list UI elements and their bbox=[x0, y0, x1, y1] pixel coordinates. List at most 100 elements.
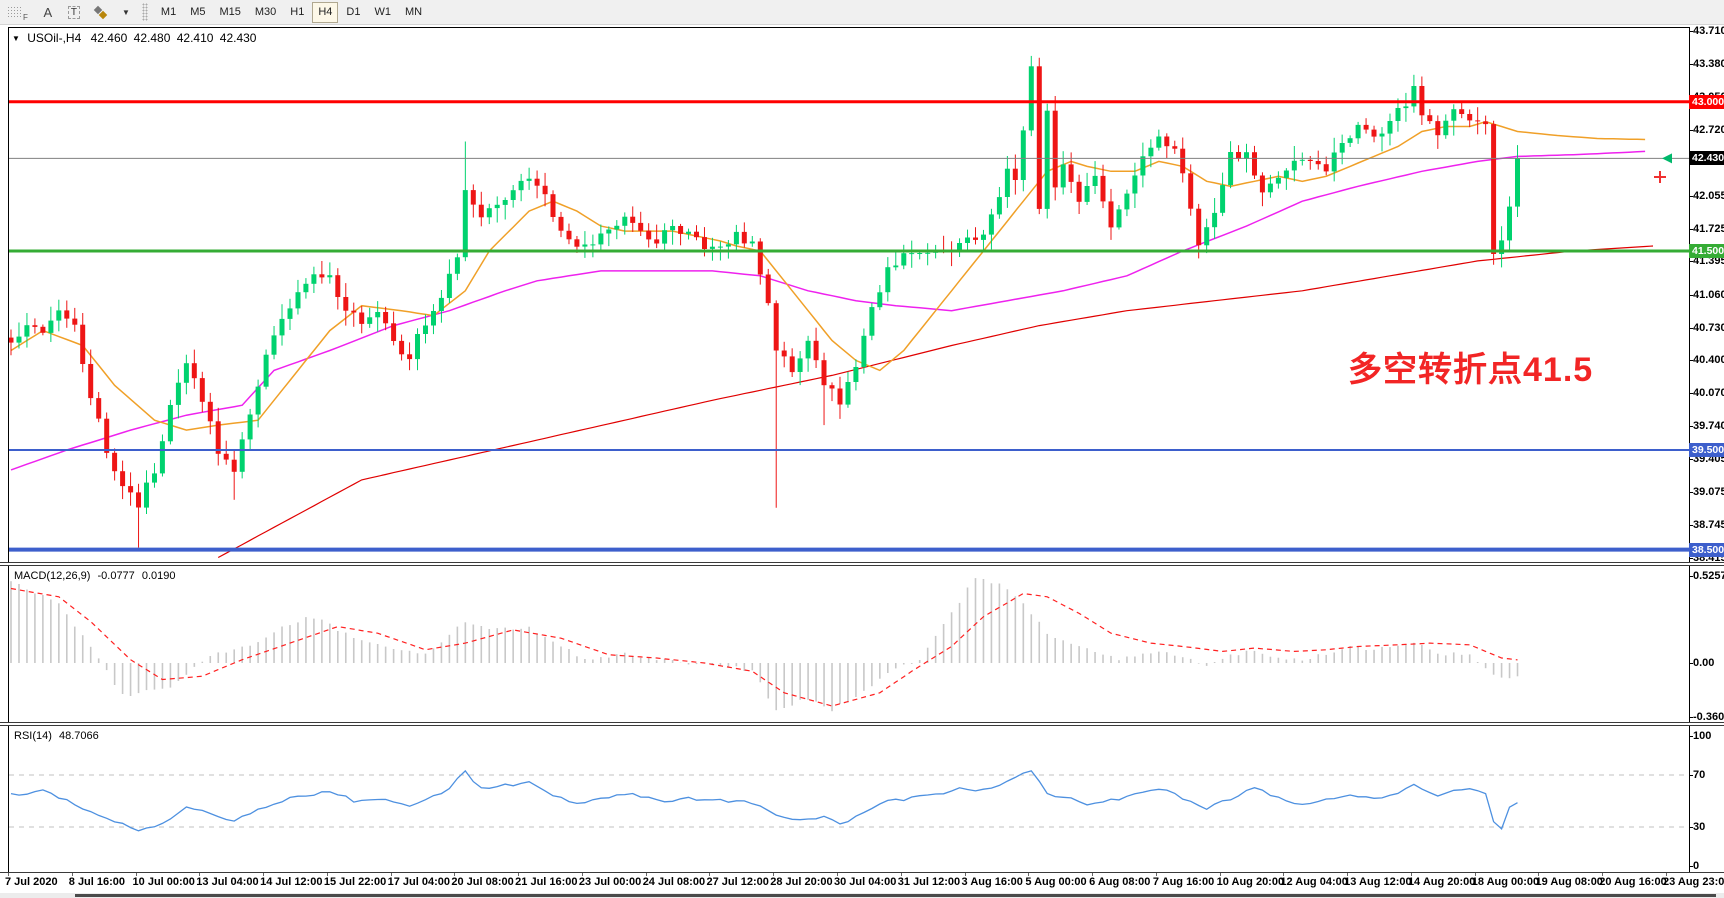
date-label: 12 Aug 04:00 bbox=[1280, 876, 1348, 888]
date-tick-mark bbox=[1347, 873, 1349, 876]
rsi-bottom-border bbox=[0, 872, 1724, 873]
timeframe-h1-button[interactable]: H1 bbox=[284, 2, 310, 23]
date-tick-mark bbox=[773, 873, 775, 876]
dotted-grid-icon bbox=[7, 5, 22, 19]
date-label: 13 Jul 04:00 bbox=[196, 876, 259, 888]
date-label: 6 Aug 08:00 bbox=[1089, 876, 1151, 888]
date-label: 14 Jul 12:00 bbox=[260, 876, 323, 888]
price-tick-label: 38.745 bbox=[1693, 519, 1724, 531]
horizontal-scrollbar-thumb[interactable] bbox=[75, 894, 1716, 897]
date-label: 7 Aug 16:00 bbox=[1152, 876, 1215, 888]
date-label: 20 Aug 16:00 bbox=[1599, 876, 1667, 888]
timeframe-m15-button[interactable]: M15 bbox=[213, 2, 246, 23]
price-badge-41.500: 41.500 bbox=[1689, 244, 1724, 258]
date-label: 10 Aug 20:00 bbox=[1216, 876, 1285, 888]
text-label-tool-button[interactable]: A bbox=[36, 2, 60, 23]
plot-left-border bbox=[8, 27, 9, 873]
timeframe-m1-button[interactable]: M1 bbox=[155, 2, 182, 23]
date-tick-mark bbox=[1410, 873, 1412, 876]
date-tick-mark bbox=[71, 873, 73, 876]
price-tick-mark bbox=[1689, 130, 1693, 131]
macd-indicator-label: MACD(12,26,9) -0.0777 0.0190 bbox=[14, 570, 176, 582]
macd-rsi-separator[interactable] bbox=[0, 722, 1724, 726]
macd-tick-label: -0.3603 bbox=[1693, 711, 1724, 723]
date-label: 8 Jul 16:00 bbox=[68, 876, 126, 888]
timeframe-h4-button[interactable]: H4 bbox=[312, 1, 339, 23]
rsi-value: 48.7066 bbox=[58, 730, 99, 742]
price-tick-mark bbox=[1689, 196, 1693, 197]
date-tick-mark bbox=[263, 873, 265, 876]
timeframe-mn-button[interactable]: MN bbox=[399, 2, 428, 23]
date-tick-mark bbox=[1028, 873, 1030, 876]
chart-grid-f-icon[interactable]: F bbox=[1, 2, 34, 23]
timeframe-w1-button[interactable]: W1 bbox=[368, 2, 397, 23]
macd-tick-mark bbox=[1689, 663, 1693, 664]
date-tick-mark bbox=[1283, 873, 1285, 876]
price-badge-42.430: 42.430 bbox=[1689, 151, 1724, 165]
timeframe-d1-button[interactable]: D1 bbox=[340, 2, 366, 23]
date-label: 20 Jul 08:00 bbox=[451, 876, 514, 888]
date-tick-mark bbox=[709, 873, 711, 876]
toolbar-grip[interactable] bbox=[141, 3, 148, 21]
date-tick-mark bbox=[900, 873, 902, 876]
rsi-tick-mark bbox=[1689, 827, 1693, 828]
date-label: 28 Jul 20:00 bbox=[770, 876, 833, 888]
price-tick-mark bbox=[1689, 64, 1693, 65]
price-tick-label: 39.075 bbox=[1693, 486, 1724, 498]
date-tick-mark bbox=[1092, 873, 1094, 876]
price-tick-mark bbox=[1689, 261, 1693, 262]
price-tick-mark bbox=[1689, 295, 1693, 296]
rsi-tick-label: 100 bbox=[1693, 730, 1712, 742]
price-tick-label: 42.055 bbox=[1693, 190, 1724, 202]
price-tick-mark bbox=[1689, 360, 1693, 361]
date-label: 27 Jul 12:00 bbox=[706, 876, 769, 888]
price-tick-label: 40.400 bbox=[1693, 354, 1724, 366]
timeframe-m30-button[interactable]: M30 bbox=[249, 2, 282, 23]
price-tick-label: 39.740 bbox=[1693, 420, 1724, 432]
price-tick-label: 41.060 bbox=[1693, 289, 1724, 301]
date-tick-mark bbox=[837, 873, 838, 876]
date-label: 19 Aug 08:00 bbox=[1535, 876, 1603, 888]
date-tick-mark bbox=[1538, 873, 1540, 876]
rsi-tick-label: 70 bbox=[1693, 769, 1706, 781]
date-tick-mark bbox=[199, 873, 201, 876]
symbol-dropdown-icon[interactable]: ▼ bbox=[12, 34, 20, 43]
main-macd-separator[interactable] bbox=[0, 562, 1724, 566]
grid-f-label: F bbox=[23, 12, 28, 22]
rsi-tick-mark bbox=[1689, 775, 1693, 776]
date-label: 10 Jul 00:00 bbox=[132, 876, 195, 888]
date-tick-mark bbox=[1666, 873, 1668, 876]
date-label: 7 Jul 2020 bbox=[5, 876, 58, 888]
macd-tick-mark bbox=[1689, 717, 1693, 718]
date-tick-mark bbox=[454, 873, 456, 876]
rsi-tick-label: 0 bbox=[1693, 860, 1700, 872]
text-box-tool-button[interactable]: T bbox=[62, 2, 86, 23]
date-tick-mark bbox=[1155, 873, 1157, 876]
price-tick-mark bbox=[1689, 426, 1693, 427]
date-label: 3 Aug 16:00 bbox=[961, 876, 1023, 888]
price-tick-label: 43.710 bbox=[1693, 25, 1724, 37]
date-tick-mark bbox=[390, 873, 392, 876]
price-tick-mark bbox=[1689, 492, 1693, 493]
price-tick-mark bbox=[1689, 558, 1693, 559]
date-label: 24 Jul 08:00 bbox=[642, 876, 706, 888]
date-label: 31 Jul 12:00 bbox=[897, 876, 961, 888]
price-tick-mark bbox=[1689, 31, 1693, 32]
date-tick-mark bbox=[135, 873, 137, 876]
date-label: 5 Aug 00:00 bbox=[1025, 876, 1087, 888]
price-tick-label: 41.395 bbox=[1693, 255, 1724, 267]
price-tick-mark bbox=[1689, 393, 1693, 394]
date-label: 23 Aug 23:00 bbox=[1663, 876, 1724, 888]
date-label: 23 Jul 00:00 bbox=[578, 876, 642, 888]
date-label: 14 Aug 20:00 bbox=[1407, 876, 1476, 888]
macd-tick-mark bbox=[1689, 576, 1693, 577]
timeframe-m5-button[interactable]: M5 bbox=[184, 2, 211, 23]
price-tick-label: 40.070 bbox=[1693, 387, 1724, 399]
ohlc-low-value: 42.410 bbox=[176, 31, 214, 45]
toolbar-dropdown-button[interactable]: ▼ bbox=[116, 2, 133, 23]
rsi-tick-label: 30 bbox=[1693, 821, 1706, 833]
date-label: 15 Jul 22:00 bbox=[323, 876, 387, 888]
date-label: 21 Jul 16:00 bbox=[515, 876, 578, 888]
date-tick-mark bbox=[1602, 873, 1604, 876]
